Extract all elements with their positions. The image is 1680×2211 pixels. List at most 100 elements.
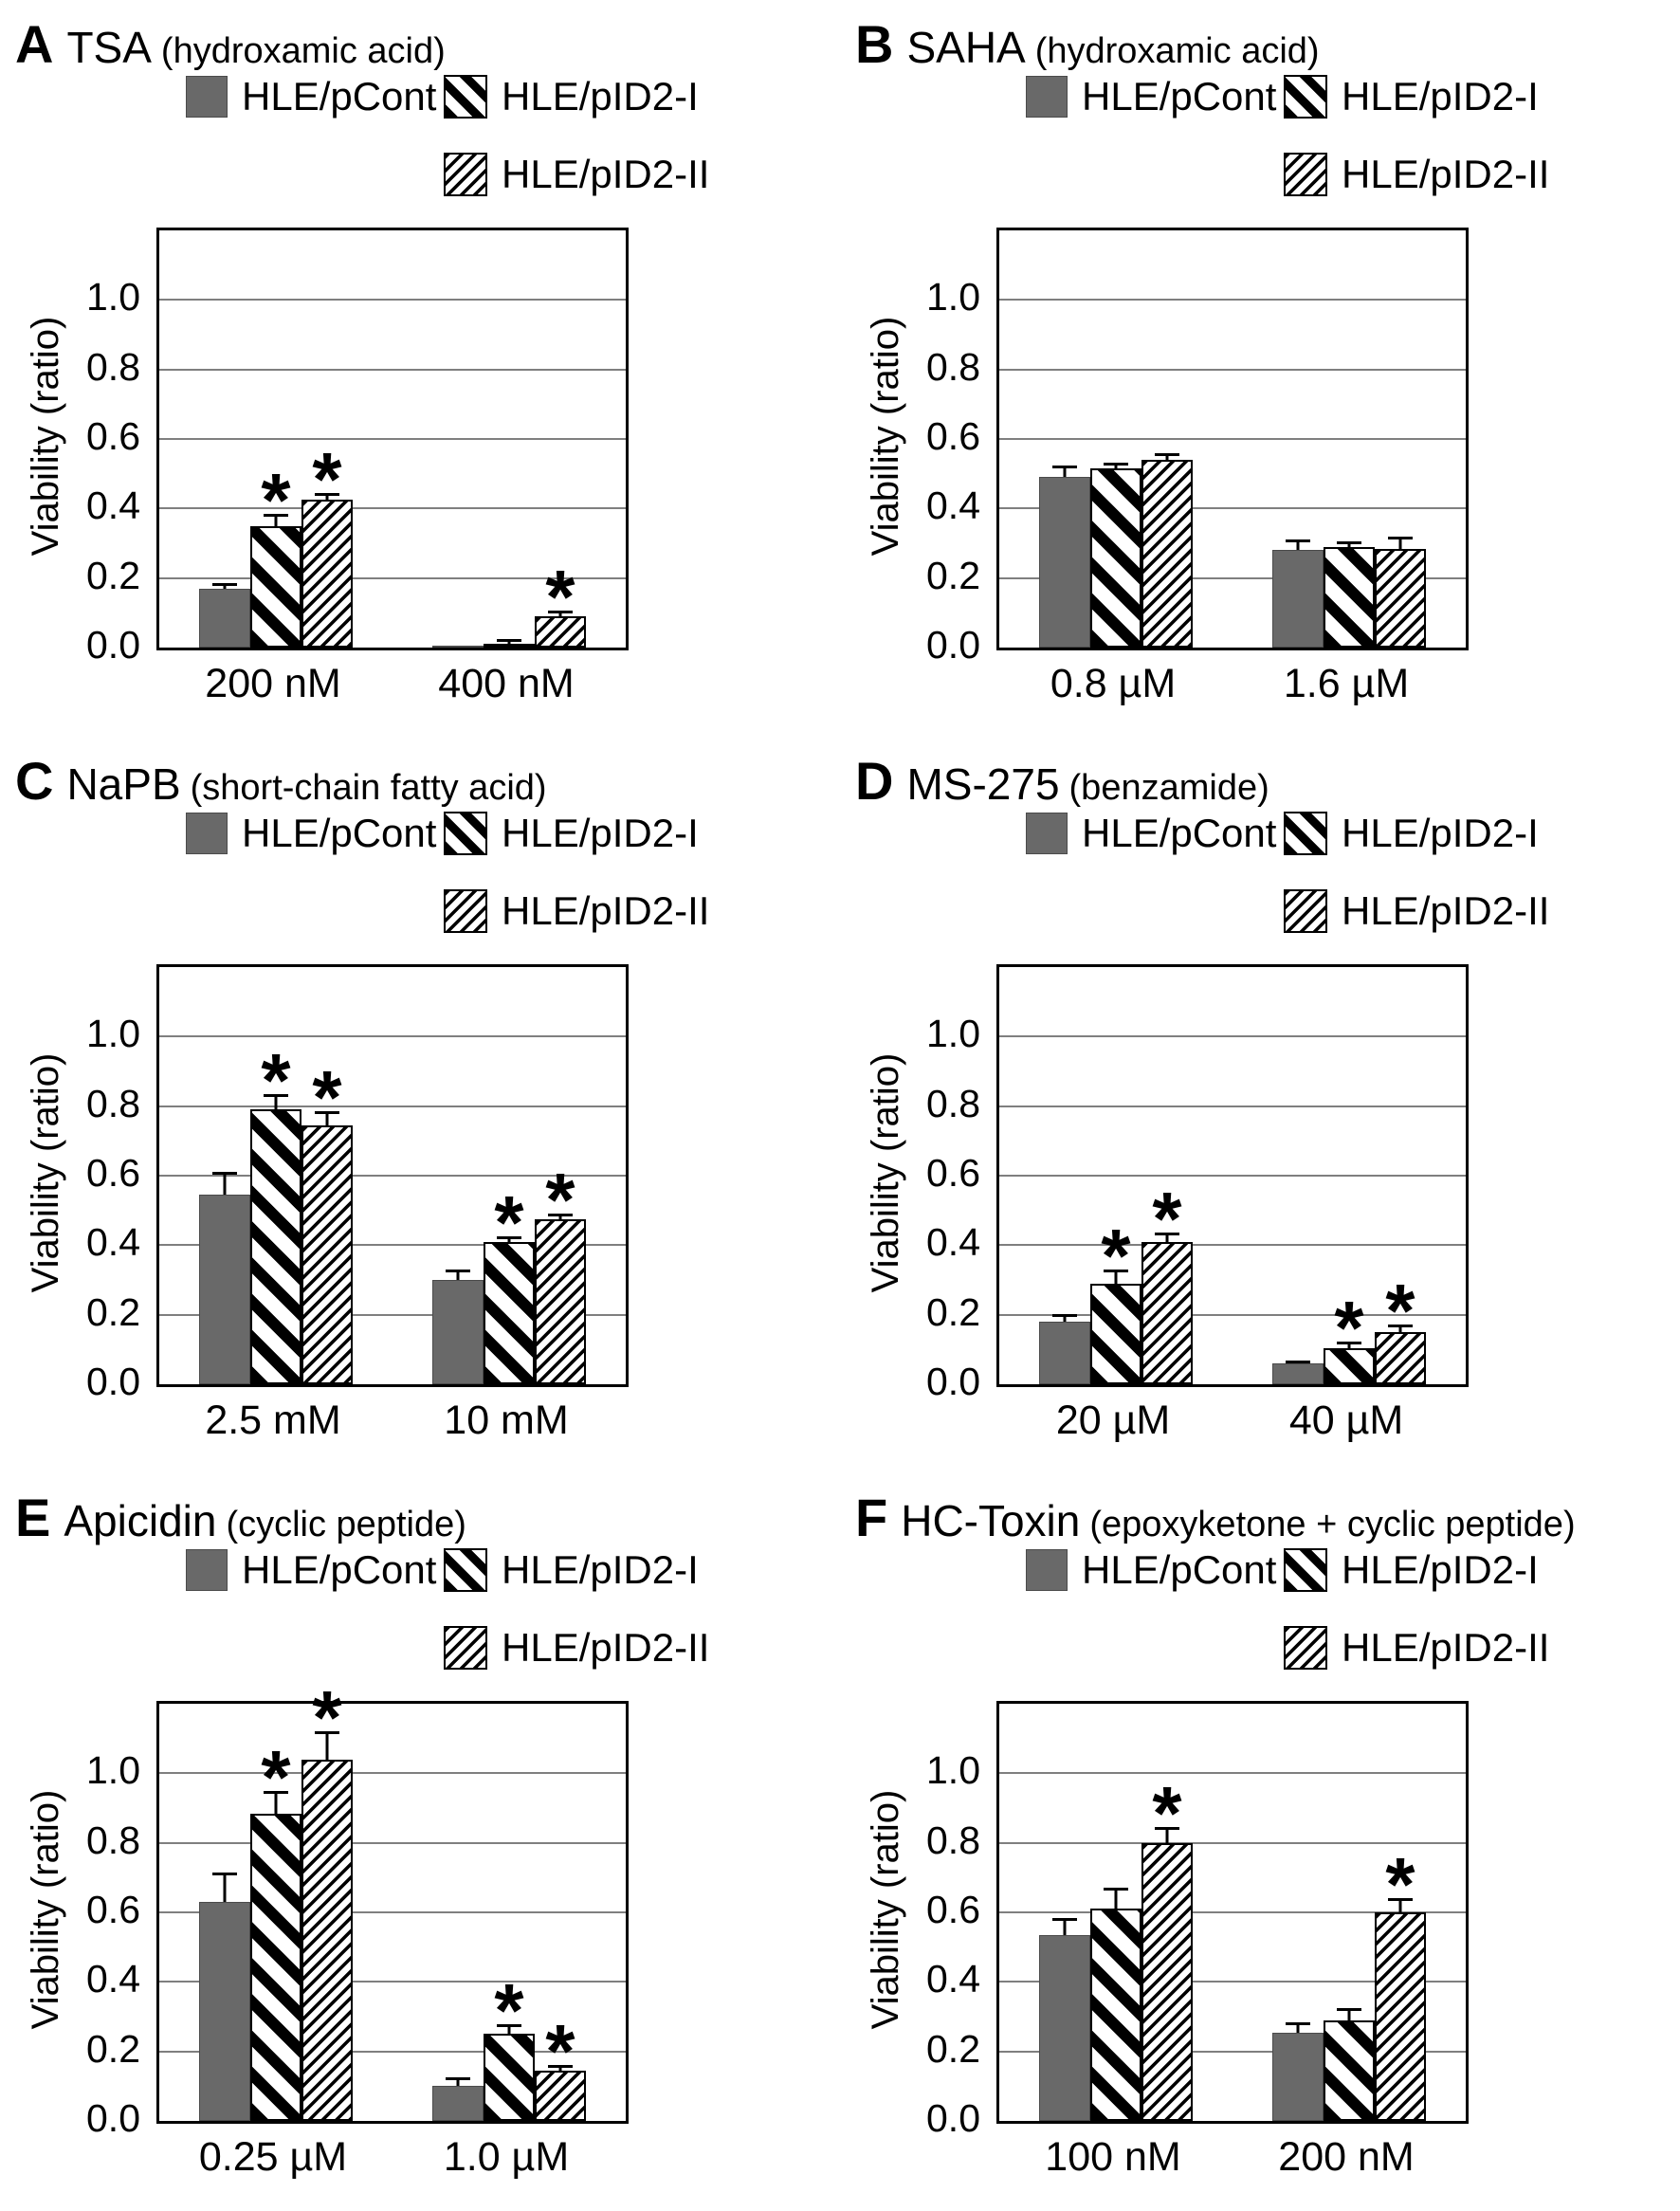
y-tick-label: 0.0	[86, 2096, 140, 2140]
y-tick-label: 0.6	[86, 1151, 140, 1195]
significance-asterisk: *	[261, 457, 291, 542]
gridline	[159, 2050, 626, 2053]
bar-hle-pcont	[199, 1195, 250, 1384]
bar-hle-pid2-ii	[535, 2070, 586, 2121]
panel-letter: B	[855, 14, 894, 74]
gridline	[159, 1841, 626, 1844]
y-tick-label: 0.2	[926, 553, 980, 597]
error-bar	[1286, 2021, 1310, 2033]
legend-item-pid2-ii: HLE/pID2-II	[1284, 1625, 1549, 1671]
panel-drug-name: Apicidin	[64, 1496, 217, 1545]
error-bar	[548, 2064, 573, 2071]
gridline	[159, 438, 626, 440]
gridline	[159, 507, 626, 510]
gridline	[159, 1244, 626, 1247]
significance-asterisk: *	[545, 2008, 575, 2093]
panel-d: D MS-275 (benzamide) HLE/pCont HLE/pID2-I …	[840, 737, 1680, 1473]
x-axis-group-label: 0.8 µM	[1050, 661, 1177, 706]
bar-hle-pcont	[1272, 2032, 1324, 2121]
y-tick-label: 0.6	[86, 414, 140, 458]
y-tick-label: 0.4	[926, 484, 980, 528]
significance-asterisk: *	[1101, 1214, 1131, 1298]
error-bar	[315, 492, 339, 500]
legend-label-pid2-i: HLE/pID2-I	[1342, 811, 1539, 855]
y-tick-label: 0.2	[86, 2026, 140, 2071]
legend-item-pid2-i: HLE/pID2-I	[444, 811, 699, 856]
gridline	[159, 1981, 626, 1983]
legend-label-pcont: HLE/pCont	[242, 811, 437, 855]
error-bar	[1104, 462, 1128, 469]
error-bar	[264, 1093, 288, 1110]
legend-label-pid2-ii: HLE/pID2-II	[1342, 1625, 1550, 1670]
legend-swatch-pcont	[186, 1549, 228, 1591]
panel-title: E Apicidin (cyclic peptide)	[15, 1487, 466, 1548]
error-bar	[264, 513, 288, 526]
bar-hle-pid2-ii	[1375, 1912, 1426, 2121]
error-bar	[1286, 539, 1310, 551]
panel-letter: E	[15, 1488, 51, 1547]
legend-label-pcont: HLE/pCont	[242, 74, 437, 119]
significance-asterisk: *	[1152, 1177, 1182, 1262]
significance-asterisk: *	[312, 436, 342, 521]
gridline	[999, 1772, 1466, 1775]
legend-label-pid2-ii: HLE/pID2-II	[1342, 152, 1550, 196]
error-bar	[315, 1111, 339, 1125]
y-tick-label: 0.8	[926, 1081, 980, 1125]
error-bar	[1155, 1827, 1179, 1843]
legend-label-pid2-i: HLE/pID2-I	[502, 74, 699, 119]
bar-hle-pcont	[199, 588, 250, 648]
legend-item-pid2-i: HLE/pID2-I	[444, 1547, 699, 1593]
gridline	[159, 576, 626, 579]
error-bar	[1104, 1270, 1128, 1284]
bar-hle-pid2-i	[250, 1813, 301, 2121]
error-bar	[1104, 1888, 1128, 1909]
bar-hle-pid2-ii	[535, 1218, 586, 1384]
legend-label-pid2-ii: HLE/pID2-II	[502, 152, 710, 196]
error-bar	[1052, 465, 1077, 478]
x-axis-group-label: 10 mM	[444, 1398, 569, 1443]
y-tick-label: 0.8	[86, 344, 140, 389]
panel-letter: D	[855, 751, 894, 811]
significance-asterisk: *	[494, 1968, 524, 2054]
y-tick-label: 0.0	[86, 1360, 140, 1403]
legend-item-pid2-i: HLE/pID2-I	[1284, 74, 1539, 119]
gridline	[159, 1105, 626, 1107]
panel-drug-class: (hydroxamic acid)	[1034, 31, 1320, 71]
x-axis-group-label: 1.0 µM	[443, 2134, 570, 2180]
bar-hle-pcont	[432, 646, 484, 648]
legend-item-pid2-ii: HLE/pID2-II	[1284, 888, 1549, 934]
y-tick-label: 0.8	[926, 344, 980, 389]
error-bar	[446, 1270, 470, 1280]
significance-asterisk: *	[312, 1675, 342, 1761]
bar-hle-pid2-ii	[1375, 1332, 1426, 1384]
bar-hle-pcont	[432, 1280, 484, 1384]
legend-label-pcont: HLE/pCont	[1082, 811, 1277, 855]
panel-letter: A	[15, 14, 54, 74]
y-tick-label: 0.2	[926, 2026, 980, 2071]
gridline	[999, 1841, 1466, 1844]
plot-area	[996, 228, 1469, 650]
panel-letter: F	[855, 1488, 888, 1547]
error-bar	[497, 2024, 521, 2034]
panel-drug-class: (short-chain fatty acid)	[190, 768, 547, 808]
legend-swatch-pcont	[186, 76, 228, 118]
bar-hle-pid2-ii	[1141, 1241, 1193, 1384]
gridline	[999, 507, 1466, 510]
legend-swatch-pcont	[1026, 1549, 1068, 1591]
panel-b: B SAHA (hydroxamic acid) HLE/pCont HLE/pID…	[840, 0, 1680, 737]
bar-hle-pid2-ii	[301, 500, 353, 648]
x-axis-group-label: 200 nM	[205, 661, 341, 706]
plot-area: * * * *	[156, 964, 629, 1387]
error-bar	[1155, 1233, 1179, 1242]
bar-hle-pcont	[432, 2086, 484, 2121]
y-tick-label: 0.2	[86, 1289, 140, 1334]
legend-label-pid2-ii: HLE/pID2-II	[502, 1625, 710, 1670]
legend-item-pcont: HLE/pCont	[186, 1547, 436, 1593]
gridline	[999, 1035, 1466, 1038]
bar-hle-pcont	[1272, 1363, 1324, 1384]
y-tick-label: 0.4	[86, 1957, 140, 2001]
error-bar	[264, 1790, 288, 1814]
legend-label-pid2-ii: HLE/pID2-II	[502, 888, 710, 933]
legend-item-pid2-i: HLE/pID2-I	[1284, 811, 1539, 856]
legend-swatch-pid2-i	[444, 812, 487, 855]
